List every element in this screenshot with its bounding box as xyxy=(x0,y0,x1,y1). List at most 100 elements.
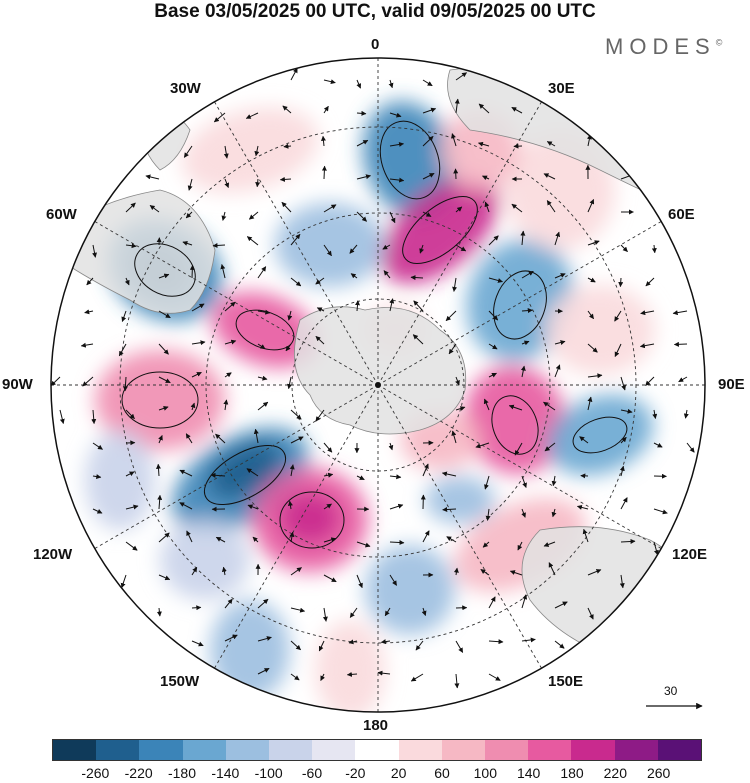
wind-vector xyxy=(156,463,162,477)
colorbar-tick-label: 180 xyxy=(560,765,584,781)
wind-vector xyxy=(82,376,94,387)
wind-vector xyxy=(125,202,136,213)
wind-vector xyxy=(543,173,556,180)
map-border xyxy=(50,57,706,713)
latitude-circle xyxy=(205,212,551,558)
wind-vector xyxy=(125,409,135,420)
colorbar-tick-label: -60 xyxy=(301,765,323,781)
wind-vector xyxy=(158,376,171,384)
wind-vector xyxy=(257,375,268,381)
copyright-mark: © xyxy=(715,37,723,48)
wind-vector xyxy=(279,176,292,182)
wind-vector xyxy=(620,497,628,510)
wind-vector xyxy=(653,541,659,556)
wind-vector xyxy=(410,275,424,281)
anomaly-blob xyxy=(211,292,319,368)
anomaly-blob xyxy=(280,492,340,544)
wind-vector xyxy=(488,673,501,681)
contour-line xyxy=(572,416,628,454)
colorbar-segment xyxy=(441,740,486,760)
wind-vector xyxy=(145,174,160,180)
wind-vector xyxy=(554,601,568,609)
anomaly-blob xyxy=(545,285,655,375)
wind-vector xyxy=(639,343,655,349)
colorbar-tick-label: 260 xyxy=(646,765,671,781)
wind-vector xyxy=(323,204,337,213)
wind-vector xyxy=(554,340,566,345)
wind-vector xyxy=(315,409,325,422)
wind-vector xyxy=(315,277,325,285)
wind-vector xyxy=(511,106,523,114)
wind-vector xyxy=(254,145,260,157)
colorbar-segment xyxy=(139,740,183,760)
wind-vector xyxy=(620,244,628,252)
colorbar-segment xyxy=(485,740,529,760)
brand-text: MODES xyxy=(605,34,716,59)
wind-vector xyxy=(323,503,332,510)
wind-vector xyxy=(686,442,695,453)
wind-vector xyxy=(587,343,598,353)
wind-vector xyxy=(356,541,371,548)
wind-vector xyxy=(382,244,391,250)
meridian-line xyxy=(377,384,542,669)
wind-vector xyxy=(120,574,127,589)
wind-vector xyxy=(59,409,65,424)
colorbar-tick-label: -260 xyxy=(81,765,110,781)
wind-vector xyxy=(190,402,196,411)
wind-vector xyxy=(451,430,457,444)
wind-vector xyxy=(356,174,371,180)
wind-vector xyxy=(488,639,504,645)
wind-vector xyxy=(121,310,127,322)
wind-vector xyxy=(421,607,427,616)
wind-vector xyxy=(316,307,325,312)
wind-vector xyxy=(478,103,490,114)
wind-vector xyxy=(614,343,622,357)
wind-vector xyxy=(415,640,424,651)
wind-vector xyxy=(252,536,259,543)
contour-line xyxy=(204,445,286,505)
wind-vector xyxy=(257,309,271,315)
anomaly-blob xyxy=(546,394,654,476)
wind-vector xyxy=(224,178,230,188)
wind-vector xyxy=(51,376,61,387)
colorbar-segment xyxy=(398,740,442,760)
south-pole-marker xyxy=(375,382,381,388)
wind-vector xyxy=(281,201,292,213)
wind-vector xyxy=(84,309,94,315)
wind-vector xyxy=(673,341,688,347)
anomaly-blob xyxy=(210,600,290,700)
wind-vector xyxy=(389,474,402,480)
wind-vector xyxy=(246,468,259,477)
wind-vector xyxy=(521,508,526,518)
wind-vector xyxy=(422,107,437,114)
wind-vector xyxy=(383,270,391,279)
wind-vector xyxy=(384,607,391,617)
wind-vector xyxy=(620,376,627,391)
vector-reference-label: 30 xyxy=(664,684,678,698)
wind-vector xyxy=(587,240,600,246)
wind-vector xyxy=(289,531,295,543)
wind-vector xyxy=(614,310,622,322)
wind-vector xyxy=(86,277,94,286)
anomaly-blob xyxy=(208,441,282,499)
wind-vector xyxy=(246,236,259,246)
wind-vector xyxy=(441,471,457,477)
wind-vector xyxy=(618,277,624,288)
colorbar-segment xyxy=(355,740,399,760)
wind-vector xyxy=(92,442,103,450)
contour-line xyxy=(379,120,441,200)
colorbar-tick-label: -180 xyxy=(167,765,197,781)
wind-vector xyxy=(283,143,292,149)
wind-vector xyxy=(389,112,402,118)
graticule xyxy=(51,58,705,712)
wind-vector xyxy=(488,343,498,350)
wind-vector xyxy=(125,541,138,551)
wind-vector xyxy=(187,178,193,191)
wind-vector xyxy=(554,231,561,246)
wind-vector xyxy=(455,640,464,653)
wind-vector xyxy=(125,243,137,249)
wind-vector xyxy=(355,300,360,312)
anomaly-contours xyxy=(121,120,628,549)
wind-vector xyxy=(290,67,298,81)
wind-vector xyxy=(620,436,627,444)
